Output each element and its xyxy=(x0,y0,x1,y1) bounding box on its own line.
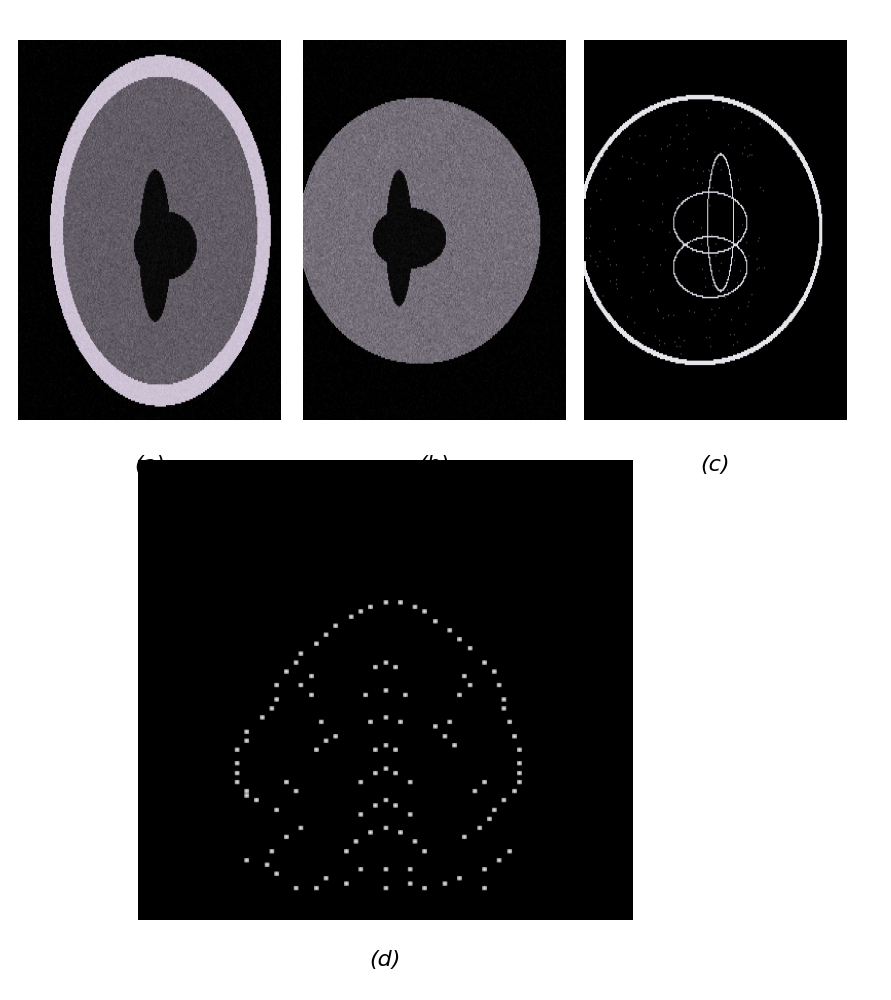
Text: (a): (a) xyxy=(134,455,165,475)
Text: (c): (c) xyxy=(700,455,730,475)
Text: (b): (b) xyxy=(419,455,450,475)
Text: (d): (d) xyxy=(370,950,401,970)
